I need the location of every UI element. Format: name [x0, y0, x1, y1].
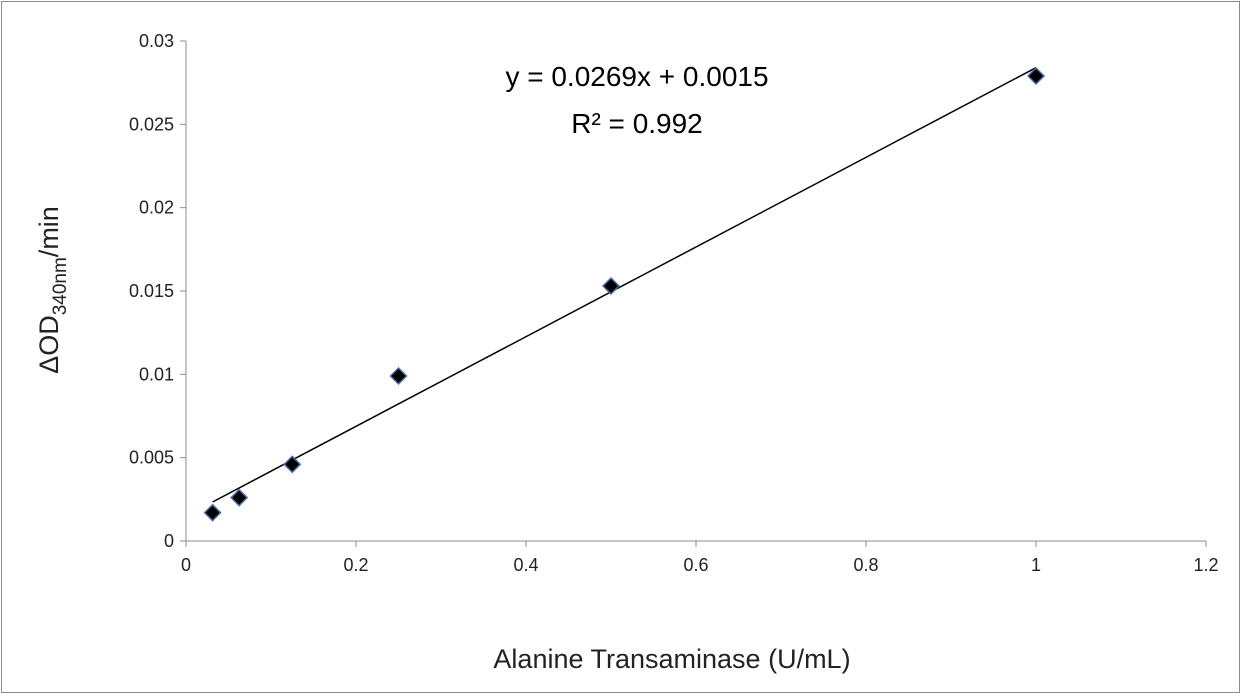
y-tick-label: 0.01: [139, 364, 174, 384]
labels: y = 0.0269x + 0.0015 R² = 0.992 Alanine …: [34, 61, 851, 674]
x-tick-label: 1: [1031, 555, 1041, 575]
data-point: [601, 276, 621, 296]
trendline-equation: y = 0.0269x + 0.0015: [505, 61, 768, 92]
y-tick-label: 0: [164, 531, 174, 551]
x-tick-label: 0.4: [513, 555, 538, 575]
y-tick-label: 0.02: [139, 198, 174, 218]
data-point: [230, 488, 249, 507]
x-tick-label: 0.2: [343, 555, 368, 575]
y-axis-title-subscript: 340nm: [50, 257, 71, 315]
y-tick-label: 0.005: [129, 448, 174, 468]
x-tick-label: 0.6: [683, 555, 708, 575]
data-point: [389, 366, 408, 386]
y-axis-title-suffix: /min: [34, 206, 64, 257]
y-tick-label: 0.03: [139, 31, 174, 51]
data-point: [283, 455, 302, 474]
y-tick-label: 0.015: [129, 281, 174, 301]
y-tick-label: 0.025: [129, 114, 174, 134]
y-axis-title-main: ΔOD: [34, 315, 64, 374]
trendline-r2: R² = 0.992: [571, 108, 703, 139]
trendline-group: [212, 67, 1037, 503]
x-axis-title: Alanine Transaminase (U/mL): [493, 644, 850, 674]
data-point: [203, 503, 222, 522]
x-tick-label: 0.8: [853, 555, 878, 575]
x-tick-label: 1.2: [1193, 555, 1218, 575]
y-axis-title: ΔOD340nm/min: [34, 206, 71, 374]
axes: 0 0.005 0.01 0.015 0.02 0.025 0.03 0 0.2 0.4 0.6 0.…: [129, 31, 1219, 575]
data-points: [203, 66, 1046, 522]
trendline: [212, 67, 1037, 503]
data-point: [1026, 66, 1046, 86]
x-tick-label: 0: [181, 555, 191, 575]
